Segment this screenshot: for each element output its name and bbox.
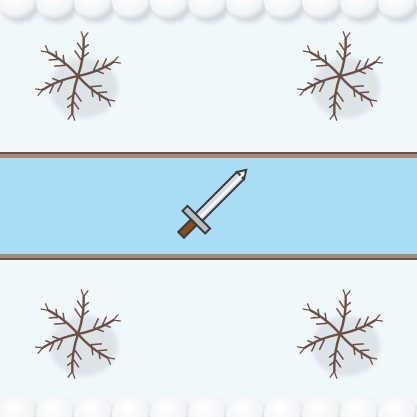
snowball — [36, 0, 76, 20]
snowball — [302, 0, 342, 20]
snowball — [264, 396, 304, 417]
snowball — [36, 396, 76, 417]
snowball — [188, 0, 228, 20]
snowball — [340, 396, 380, 417]
snowball — [226, 0, 266, 20]
snowball — [150, 396, 190, 417]
bramble-tile-top-left[interactable] — [18, 18, 138, 138]
snowball — [112, 0, 152, 20]
bramble-tile-bottom-left[interactable] — [18, 276, 138, 396]
bramble-icon — [35, 289, 121, 379]
sword-piece[interactable] — [160, 160, 256, 260]
bramble-icon — [35, 31, 121, 121]
snowball — [0, 396, 38, 417]
snowball — [0, 0, 38, 20]
river — [0, 152, 417, 260]
snowball — [188, 396, 228, 417]
bramble-icon — [297, 31, 383, 121]
snowball — [226, 396, 266, 417]
snowball — [150, 0, 190, 20]
snow-border-bottom — [0, 396, 417, 417]
snow-border-top — [0, 0, 417, 23]
sword-icon — [176, 168, 248, 240]
snowball — [112, 396, 152, 417]
bramble-icon — [297, 289, 383, 379]
bramble-tile-bottom-right[interactable] — [280, 276, 400, 396]
bramble-tile-top-right[interactable] — [280, 18, 400, 138]
snowball — [302, 396, 342, 417]
snowball — [264, 0, 304, 20]
snowball — [378, 396, 417, 417]
snowball — [378, 0, 417, 20]
snowball — [74, 396, 114, 417]
snowball — [340, 0, 380, 20]
snowball — [74, 0, 114, 20]
